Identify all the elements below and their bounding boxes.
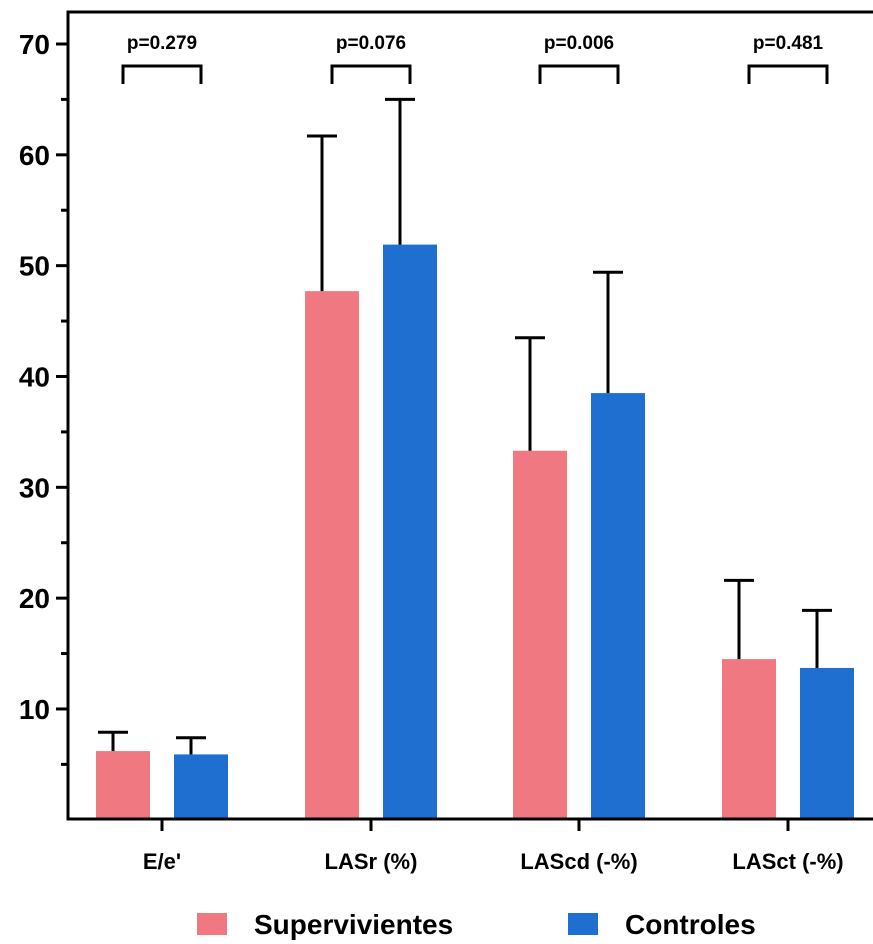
bar-controles-3 [800,667,854,819]
p-value-label-1: p=0.076 [336,33,406,54]
y-tick-label-6: 70 [19,29,50,60]
bars-layer [96,244,854,820]
x-tick-label-0: E/e' [143,849,181,874]
bar-supervivientes-1 [305,291,359,820]
bar-controles-0 [174,754,228,819]
bar-supervivientes-2 [513,450,567,819]
legend-swatch-1 [568,913,598,935]
error-bars-layer [98,97,832,755]
p-value-label-0: p=0.279 [127,33,197,54]
y-tick-label-0: 10 [19,694,50,725]
significance-brackets-layer [121,64,829,84]
axes-layer [56,10,873,831]
p-value-label-3: p=0.481 [753,33,824,54]
y-tick-label-3: 40 [19,361,50,392]
significance-bracket-2 [538,64,620,84]
bar-supervivientes-0 [96,751,150,819]
y-tick-label-2: 30 [19,472,50,503]
x-tick-label-2: LAScd (-%) [520,849,637,874]
x-tick-label-3: LASct (-%) [732,849,843,874]
y-tick-label-5: 60 [19,140,50,171]
y-tick-label-4: 50 [19,251,50,282]
legend-label-1: Controles [625,909,756,940]
labels-layer: p=0.279 p=0.076 p=0.006 p=0.481 10 20 30 40 50 60… [19,29,844,874]
legend-label-0: Supervivientes [254,909,453,940]
y-tick-label-1: 20 [19,583,50,614]
significance-bracket-0 [121,64,203,84]
legend: Supervivientes Controles [197,909,756,940]
p-value-label-2: p=0.006 [544,33,614,54]
bar-supervivientes-3 [722,659,776,819]
significance-bracket-3 [747,64,829,84]
bar-controles-1 [383,244,437,820]
bar-controles-2 [591,393,645,819]
x-tick-label-1: LASr (%) [325,849,418,874]
significance-bracket-1 [330,64,412,84]
legend-swatch-0 [197,913,227,935]
